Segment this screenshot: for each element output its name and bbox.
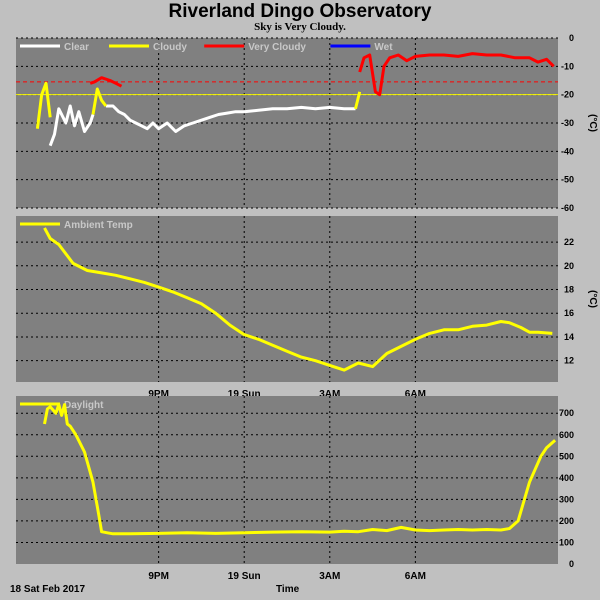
sky-ytick-label: 0	[569, 33, 574, 43]
daylight-series-daylight	[43, 403, 557, 536]
sky-series-clear	[48, 104, 95, 147]
sky-series-very-cloudy	[89, 76, 123, 88]
ambient-series-ambient-temp	[43, 227, 553, 372]
sky-ytick-label: -50	[561, 175, 574, 185]
daylight-ytick-label: 700	[559, 408, 574, 418]
chart-title: Riverland Dingo Observatory	[168, 1, 432, 22]
x-axis-title: Time	[276, 584, 300, 595]
daylight-xtick-label: 6AM	[405, 571, 426, 582]
sky-ytick-label: -30	[561, 118, 574, 128]
ambient-legend-label: Ambient Temp	[64, 220, 133, 231]
sky-series-very-cloudy	[358, 52, 555, 97]
ambient-panel	[16, 216, 558, 382]
sky-y-axis-label: (°C)	[587, 114, 598, 132]
sky-series-cloudy	[354, 91, 362, 110]
sky-legend-label: Wet	[374, 42, 393, 53]
daylight-xtick-label: 3AM	[319, 571, 340, 582]
sky-series-cloudy	[35, 81, 52, 129]
sky-legend-label: Clear	[64, 42, 89, 53]
date-label: 18 Sat Feb 2017	[10, 584, 86, 595]
sky-ytick-label: -20	[561, 90, 574, 100]
ambient-xtick-label: 3AM	[319, 389, 340, 400]
ambient-xtick-label: 19 Sun	[228, 389, 261, 400]
daylight-panel	[16, 396, 558, 564]
daylight-ytick-label: 500	[559, 451, 574, 461]
ambient-ytick-label: 22	[564, 237, 574, 247]
daylight-ytick-label: 200	[559, 516, 574, 526]
daylight-ytick-label: 0	[569, 559, 574, 569]
ambient-ytick-label: 12	[564, 356, 574, 366]
sky-legend-label: Very Cloudy	[248, 42, 306, 53]
daylight-ytick-label: 100	[559, 537, 574, 547]
ambient-xtick-label: 9PM	[148, 389, 169, 400]
daylight-ytick-label: 400	[559, 473, 574, 483]
ambient-ytick-label: 16	[564, 308, 574, 318]
ambient-ytick-label: 14	[564, 332, 574, 342]
sky-ytick-label: -60	[561, 203, 574, 213]
sky-series-cloudy	[91, 87, 108, 115]
sky-series-clear	[105, 104, 356, 133]
sky-ytick-label: -10	[561, 61, 574, 71]
daylight-legend-label: Daylight	[64, 400, 104, 411]
daylight-ytick-label: 300	[559, 494, 574, 504]
sky-legend-label: Cloudy	[153, 42, 187, 53]
ambient-ytick-label: 18	[564, 285, 574, 295]
ambient-ytick-label: 20	[564, 261, 574, 271]
daylight-xtick-label: 9PM	[148, 571, 169, 582]
chart-subtitle: Sky is Very Cloudy.	[254, 21, 346, 33]
sky-ytick-label: -40	[561, 146, 574, 156]
ambient-y-axis-label: (°C)	[587, 290, 598, 308]
ambient-xtick-label: 6AM	[405, 389, 426, 400]
daylight-ytick-label: 600	[559, 430, 574, 440]
daylight-xtick-label: 19 Sun	[228, 571, 261, 582]
